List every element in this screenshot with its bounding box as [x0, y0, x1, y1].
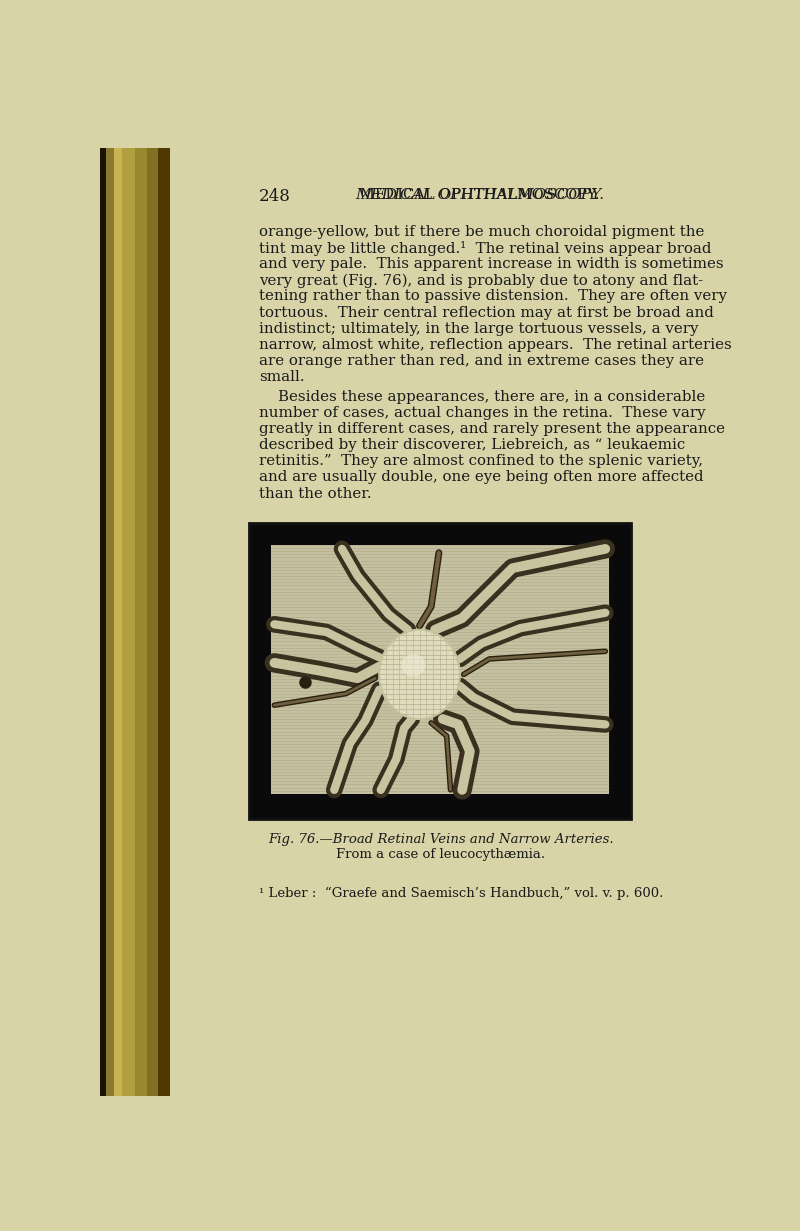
Text: and are usually double, one eye being often more affected: and are usually double, one eye being of…: [259, 470, 703, 484]
Polygon shape: [170, 148, 720, 1096]
Text: tint may be little changed.¹  The retinal veins appear broad: tint may be little changed.¹ The retinal…: [259, 241, 711, 256]
Text: described by their discoverer, Liebreich, as “ leukaemic: described by their discoverer, Liebreich…: [259, 438, 685, 452]
Text: tening rather than to passive distension.  They are often very: tening rather than to passive distension…: [259, 289, 727, 303]
Text: ¹ Leber :  “Graefe and Saemisch’s Handbuch,” vol. v. p. 600.: ¹ Leber : “Graefe and Saemisch’s Handbuc…: [259, 886, 663, 900]
Text: number of cases, actual changes in the retina.  These vary: number of cases, actual changes in the r…: [259, 406, 706, 420]
Ellipse shape: [379, 630, 460, 719]
Text: indistinct; ultimately, in the large tortuous vessels, a very: indistinct; ultimately, in the large tor…: [259, 321, 698, 336]
Text: greatly in different cases, and rarely present the appearance: greatly in different cases, and rarely p…: [259, 422, 725, 436]
Text: 248: 248: [259, 188, 290, 204]
Text: tortuous.  Their central reflection may at first be broad and: tortuous. Their central reflection may a…: [259, 305, 714, 320]
Text: Fig. 76.—Broad Retinal Veins and Narrow Arteries.: Fig. 76.—Broad Retinal Veins and Narrow …: [268, 833, 614, 846]
Text: than the other.: than the other.: [259, 486, 371, 501]
Bar: [270, 545, 609, 794]
Text: retinitis.”  They are almost confined to the splenic variety,: retinitis.” They are almost confined to …: [259, 454, 703, 468]
Bar: [249, 523, 631, 819]
Polygon shape: [100, 148, 106, 1096]
Polygon shape: [146, 148, 158, 1096]
Polygon shape: [158, 148, 170, 1096]
Ellipse shape: [402, 654, 426, 676]
Bar: [270, 545, 609, 794]
Text: orange-yellow, but if there be much choroidal pigment the: orange-yellow, but if there be much chor…: [259, 225, 704, 239]
Text: very great (Fig. 76), and is probably due to atony and flat-: very great (Fig. 76), and is probably du…: [259, 273, 703, 288]
Text: Besides these appearances, there are, in a considerable: Besides these appearances, there are, in…: [278, 389, 706, 404]
Polygon shape: [114, 148, 122, 1096]
Text: small.: small.: [259, 371, 305, 384]
Polygon shape: [122, 148, 135, 1096]
Polygon shape: [106, 148, 114, 1096]
Text: MEDICAL OPHTHALMOSCOPY.: MEDICAL OPHTHALMOSCOPY.: [360, 188, 599, 202]
Text: From a case of leucocythæmia.: From a case of leucocythæmia.: [337, 848, 546, 862]
Text: MEDICAL OPHTHALMOSCOPY.: MEDICAL OPHTHALMOSCOPY.: [355, 188, 604, 202]
Polygon shape: [135, 148, 146, 1096]
Text: are orange rather than red, and in extreme cases they are: are orange rather than red, and in extre…: [259, 355, 704, 368]
Text: and very pale.  This apparent increase in width is sometimes: and very pale. This apparent increase in…: [259, 257, 723, 271]
Text: narrow, almost white, reflection appears.  The retinal arteries: narrow, almost white, reflection appears…: [259, 339, 732, 352]
